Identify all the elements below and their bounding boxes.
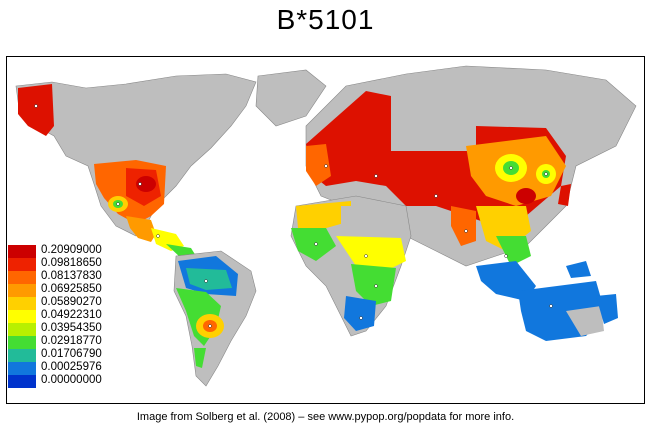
world-map: [6, 56, 645, 404]
legend-item: 0.04922310: [8, 309, 153, 323]
legend-item: 0.20909000: [8, 244, 153, 258]
legend-swatch: [8, 271, 36, 284]
oceania-region: [476, 261, 618, 341]
legend-swatch: [8, 349, 36, 362]
legend-swatch: [8, 284, 36, 297]
legend-swatch: [8, 362, 36, 375]
legend-swatch: [8, 336, 36, 349]
legend-swatch: [8, 375, 36, 388]
legend-label: 0.05890270: [41, 296, 102, 308]
legend-item: 0.02918770: [8, 335, 153, 349]
legend-label: 0.08137830: [41, 270, 102, 282]
legend-item: 0.08137830: [8, 270, 153, 284]
legend-item: 0.03954350: [8, 322, 153, 336]
legend-label: 0.03954350: [41, 322, 102, 334]
legend-item: 0.00025976: [8, 361, 153, 375]
legend-swatch: [8, 323, 36, 336]
north-america-region: [15, 69, 327, 258]
legend-item: 0.00000000: [8, 374, 153, 388]
legend-swatch: [8, 258, 36, 271]
legend-label: 0.06925850: [41, 283, 102, 295]
legend-label: 0.00000000: [41, 374, 102, 386]
legend: 0.20909000 0.09818650 0.08137830 0.06925850…: [8, 244, 153, 388]
legend-label: 0.04922310: [41, 309, 102, 321]
map-title: B*5101: [276, 4, 375, 35]
africa-region: [290, 195, 412, 337]
legend-item: 0.06925850: [8, 283, 153, 297]
legend-label: 0.00025976: [41, 361, 102, 373]
legend-swatch: [8, 297, 36, 310]
legend-swatch: [8, 310, 36, 323]
legend-label: 0.01706790: [41, 348, 102, 360]
legend-label: 0.09818650: [41, 257, 102, 269]
source-caption: Image from Solberg et al. (2008) – see w…: [136, 411, 515, 423]
legend-item: 0.05890270: [8, 296, 153, 310]
legend-label: 0.20909000: [41, 244, 102, 256]
legend-item: 0.09818650: [8, 257, 153, 271]
legend-label: 0.02918770: [41, 335, 102, 347]
sample-points: [34, 104, 553, 328]
legend-item: 0.01706790: [8, 348, 153, 362]
south-america-region: [173, 250, 257, 387]
legend-swatch: [8, 245, 36, 258]
